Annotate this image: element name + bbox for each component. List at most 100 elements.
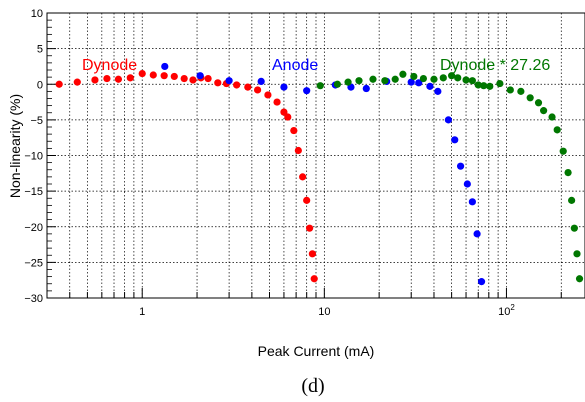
data-point-series-1: [473, 230, 481, 238]
y-tick-label: −10: [24, 151, 43, 163]
figure-caption: (d): [301, 375, 324, 397]
data-point-series-2: [391, 75, 399, 83]
data-point-series-1: [463, 180, 471, 188]
data-point-series-2: [548, 113, 556, 121]
data-point-series-2: [468, 77, 476, 85]
data-point-series-2: [553, 126, 561, 134]
data-point-series-0: [55, 80, 63, 88]
data-point-series-0: [308, 250, 317, 258]
data-point-series-1: [407, 78, 415, 86]
data-point-series-2: [430, 75, 438, 83]
label-layer: Peak Current (mA) Non-linearity (%) Dyno…: [7, 57, 550, 397]
data-point-series-0: [264, 91, 272, 99]
data-point-series-0: [180, 74, 188, 83]
data-point-series-0: [233, 81, 241, 89]
data-point-series-0: [280, 108, 288, 116]
data-point-series-1: [468, 198, 476, 206]
data-point-series-0: [204, 74, 212, 83]
data-point-series-0: [91, 76, 99, 84]
data-point-series-0: [114, 75, 123, 83]
x-tick-exponent: 2: [510, 303, 515, 312]
data-point-series-1: [444, 116, 452, 124]
data-point-series-1: [362, 84, 370, 93]
data-point-series-0: [149, 71, 157, 79]
data-point-series-2: [462, 76, 470, 84]
y-tick-label: 10: [31, 8, 43, 20]
series-label-dynode-scaled: Dynode * 27.26: [440, 57, 550, 74]
points-layer: [55, 62, 584, 286]
data-point-series-2: [568, 196, 576, 204]
data-point-series-0: [294, 146, 302, 155]
data-point-series-0: [310, 275, 318, 283]
data-point-series-2: [448, 72, 456, 80]
data-point-series-0: [299, 173, 307, 181]
x-axis-title: Peak Current (mA): [258, 343, 375, 359]
data-point-series-1: [415, 79, 423, 87]
y-tick-label: 0: [37, 79, 43, 91]
data-point-series-0: [273, 98, 281, 106]
data-point-series-0: [284, 113, 292, 121]
data-point-series-2: [399, 70, 407, 78]
data-point-series-0: [290, 126, 298, 135]
data-point-series-2: [559, 147, 567, 155]
data-point-series-2: [573, 250, 581, 258]
y-tick-label: −5: [30, 115, 43, 127]
data-point-series-1: [426, 82, 434, 90]
y-tick-label: −25: [24, 257, 43, 269]
data-point-series-0: [189, 76, 197, 84]
data-point-series-0: [160, 72, 168, 80]
x-tick-label: 10: [318, 306, 330, 318]
series-label-anode: Anode: [272, 57, 318, 74]
data-point-series-2: [355, 77, 363, 85]
data-point-series-0: [170, 72, 178, 81]
data-point-series-2: [486, 82, 494, 90]
y-tick-label: −30: [24, 293, 43, 305]
y-tick-label: 5: [37, 44, 43, 56]
data-point-series-2: [526, 94, 534, 102]
data-point-series-0: [253, 86, 262, 94]
data-point-series-2: [496, 79, 504, 88]
data-point-series-0: [73, 78, 81, 86]
data-point-series-1: [225, 77, 233, 85]
data-point-series-1: [196, 72, 204, 80]
y-tick-label: −20: [24, 222, 43, 234]
data-point-series-2: [381, 77, 389, 85]
data-point-series-2: [333, 80, 342, 88]
data-point-series-1: [451, 136, 459, 144]
data-point-series-0: [244, 83, 252, 91]
data-point-series-0: [305, 224, 314, 232]
y-axis-title: Non-linearity (%): [7, 94, 23, 198]
data-point-series-1: [303, 87, 311, 95]
data-point-series-2: [575, 275, 584, 283]
data-point-series-2: [517, 87, 525, 95]
data-point-series-1: [280, 83, 288, 91]
data-point-series-2: [316, 82, 324, 90]
axis-layer: 10 5 0 −5 −10 −15 −20 −25 −30 1 10 102: [24, 8, 585, 318]
data-point-series-2: [410, 72, 418, 81]
data-point-series-2: [564, 169, 572, 177]
data-point-series-2: [454, 74, 462, 82]
data-point-series-1: [456, 162, 465, 170]
x-tick-label: 102: [498, 303, 515, 318]
data-point-series-2: [419, 74, 428, 83]
data-point-series-2: [344, 78, 352, 86]
grid-layer: [46, 13, 585, 298]
data-point-series-2: [474, 81, 482, 89]
data-point-series-2: [480, 82, 488, 90]
data-point-series-2: [570, 224, 578, 232]
data-point-series-0: [103, 74, 111, 83]
data-point-series-0: [126, 74, 134, 82]
x-tick-label: 1: [139, 306, 145, 318]
series-label-dynode: Dynode: [82, 57, 137, 74]
data-point-series-1: [477, 278, 486, 286]
data-point-series-2: [540, 107, 548, 115]
data-point-series-0: [138, 69, 146, 78]
y-tick-label: −15: [24, 186, 43, 198]
data-point-series-2: [534, 99, 543, 107]
data-point-series-1: [257, 77, 265, 85]
data-point-series-2: [506, 86, 514, 94]
data-point-series-1: [161, 62, 169, 71]
data-point-series-0: [303, 196, 311, 204]
